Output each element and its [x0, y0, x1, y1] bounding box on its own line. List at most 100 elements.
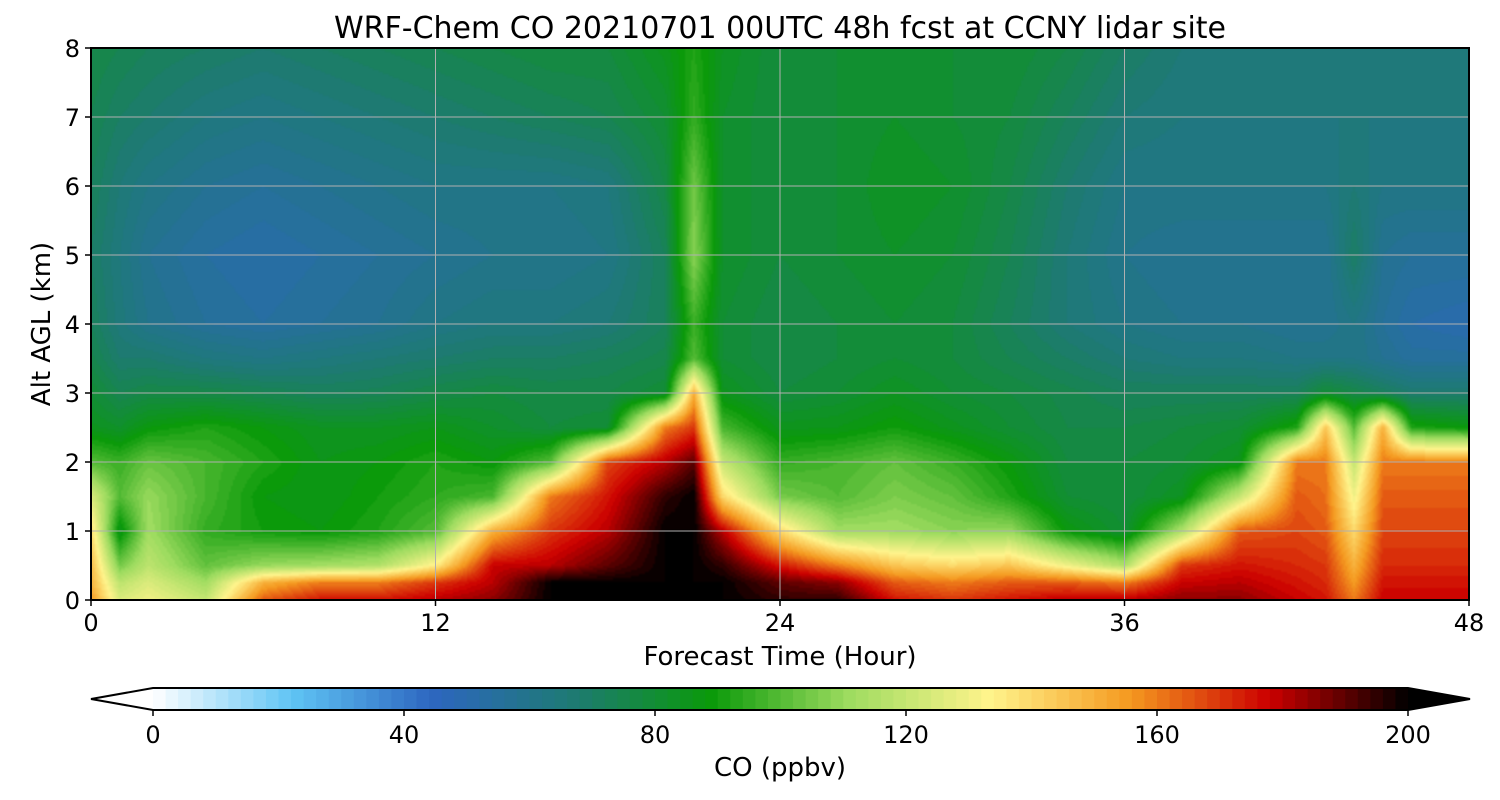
colorbar-swatch — [755, 688, 769, 710]
colorbar-swatch — [491, 688, 505, 710]
colorbar-swatches — [153, 688, 1409, 710]
colorbar-swatch — [1056, 688, 1070, 710]
x-axis-title: Forecast Time (Hour) — [643, 642, 916, 672]
colorbar-tick-label: 200 — [1385, 721, 1431, 749]
colorbar-tick-label: 40 — [389, 721, 420, 749]
x-axis: 0 12 24 36 48 — [83, 600, 1484, 637]
colorbar-tick-label: 120 — [883, 721, 929, 749]
colorbar-swatch — [479, 688, 493, 710]
colorbar-swatch — [215, 688, 229, 710]
colorbar-swatch — [1345, 688, 1359, 710]
colorbar-extend-max — [1408, 688, 1470, 710]
colorbar-swatch — [1357, 688, 1371, 710]
x-tick-label: 0 — [83, 609, 98, 637]
colorbar-swatch — [830, 688, 844, 710]
colorbar-swatch — [730, 688, 744, 710]
colorbar-swatch — [190, 688, 204, 710]
colorbar-swatch — [956, 688, 970, 710]
colorbar-swatch — [441, 688, 455, 710]
colorbar-swatch — [1282, 688, 1296, 710]
y-tick-label: 8 — [65, 35, 80, 63]
y-axis-title: Alt AGL (km) — [27, 242, 57, 406]
colorbar-swatch — [1182, 688, 1196, 710]
colorbar-swatch — [265, 688, 280, 710]
colorbar-swatch — [516, 688, 531, 710]
colorbar-swatch — [780, 688, 794, 710]
colorbar-swatch — [705, 688, 719, 710]
colorbar-swatch — [604, 688, 618, 710]
colorbar-swatch — [1382, 688, 1397, 710]
colorbar-swatch — [742, 688, 756, 710]
colorbar-swatch — [178, 688, 192, 710]
colorbar-swatch — [592, 688, 606, 710]
colorbar-swatch — [793, 688, 807, 710]
chart-title: WRF-Chem CO 20210701 00UTC 48h fcst at C… — [334, 11, 1226, 46]
colorbar-swatch — [818, 688, 832, 710]
colorbar-swatch — [1219, 688, 1233, 710]
colorbar-swatch — [1069, 688, 1083, 710]
colorbar-swatch — [378, 688, 393, 710]
colorbar-extend-min — [91, 688, 153, 710]
colorbar-swatch — [504, 688, 518, 710]
colorbar-swatch — [717, 688, 731, 710]
colorbar-tick-label: 160 — [1134, 721, 1180, 749]
colorbar-swatch — [253, 688, 267, 710]
colorbar-swatch — [1157, 688, 1171, 710]
colorbar-swatch — [1044, 688, 1058, 710]
y-tick-label: 1 — [65, 518, 80, 546]
colorbar-swatch — [240, 688, 254, 710]
colorbar-swatch — [1295, 688, 1309, 710]
colorbar-swatch — [278, 688, 292, 710]
colorbar-swatch — [1207, 688, 1221, 710]
y-axis: 0 1 2 3 4 5 6 7 8 — [65, 35, 91, 615]
colorbar-swatch — [341, 688, 355, 710]
colorbar-swatch — [667, 688, 681, 710]
colorbar-tick-label: 0 — [145, 721, 160, 749]
plot-area — [90, 47, 1470, 601]
y-tick-label: 6 — [65, 173, 80, 201]
colorbar-swatch — [1144, 688, 1158, 710]
colorbar-swatch — [931, 688, 945, 710]
colorbar-swatch — [165, 688, 179, 710]
colorbar-swatch — [579, 688, 593, 710]
colorbar-swatch — [1257, 688, 1271, 710]
x-tick-label: 24 — [765, 609, 796, 637]
colorbar-swatch — [291, 688, 305, 710]
colorbar-swatch — [416, 688, 430, 710]
colorbar-swatch — [1006, 688, 1020, 710]
colorbar-swatch — [1320, 688, 1334, 710]
colorbar-swatch — [542, 688, 556, 710]
colorbar-swatch — [617, 688, 631, 710]
colorbar-swatch — [1119, 688, 1133, 710]
colorbar-swatch — [454, 688, 468, 710]
colorbar-swatch — [1332, 688, 1346, 710]
colorbar-swatch — [1232, 688, 1246, 710]
colorbar-swatch — [1370, 688, 1384, 710]
x-tick-label: 48 — [1454, 609, 1485, 637]
x-tick-label: 36 — [1109, 609, 1140, 637]
colorbar-swatch — [1194, 688, 1208, 710]
colorbar-swatch — [1106, 688, 1120, 710]
colorbar-swatch — [1094, 688, 1108, 710]
colorbar-swatch — [404, 688, 418, 710]
colorbar-swatch — [1081, 688, 1095, 710]
colorbar-swatch — [203, 688, 217, 710]
colorbar-swatch — [1031, 688, 1045, 710]
colorbar-swatch — [767, 688, 782, 710]
colorbar-swatch — [328, 688, 342, 710]
colorbar-swatch — [642, 688, 656, 710]
colorbar-swatch — [466, 688, 480, 710]
colorbar-swatch — [353, 688, 367, 710]
y-tick-label: 0 — [65, 587, 80, 615]
colorbar-swatch — [893, 688, 907, 710]
colorbar-swatch — [429, 688, 443, 710]
colorbar: 0 40 80 120 160 200 — [90, 687, 1471, 749]
colorbar-swatch — [655, 688, 669, 710]
y-tick-label: 5 — [65, 242, 80, 270]
colorbar-swatch — [391, 688, 405, 710]
colorbar-swatch — [1131, 688, 1146, 710]
colorbar-swatch — [1307, 688, 1321, 710]
colorbar-swatch — [1018, 688, 1033, 710]
colorbar-swatch — [968, 688, 982, 710]
